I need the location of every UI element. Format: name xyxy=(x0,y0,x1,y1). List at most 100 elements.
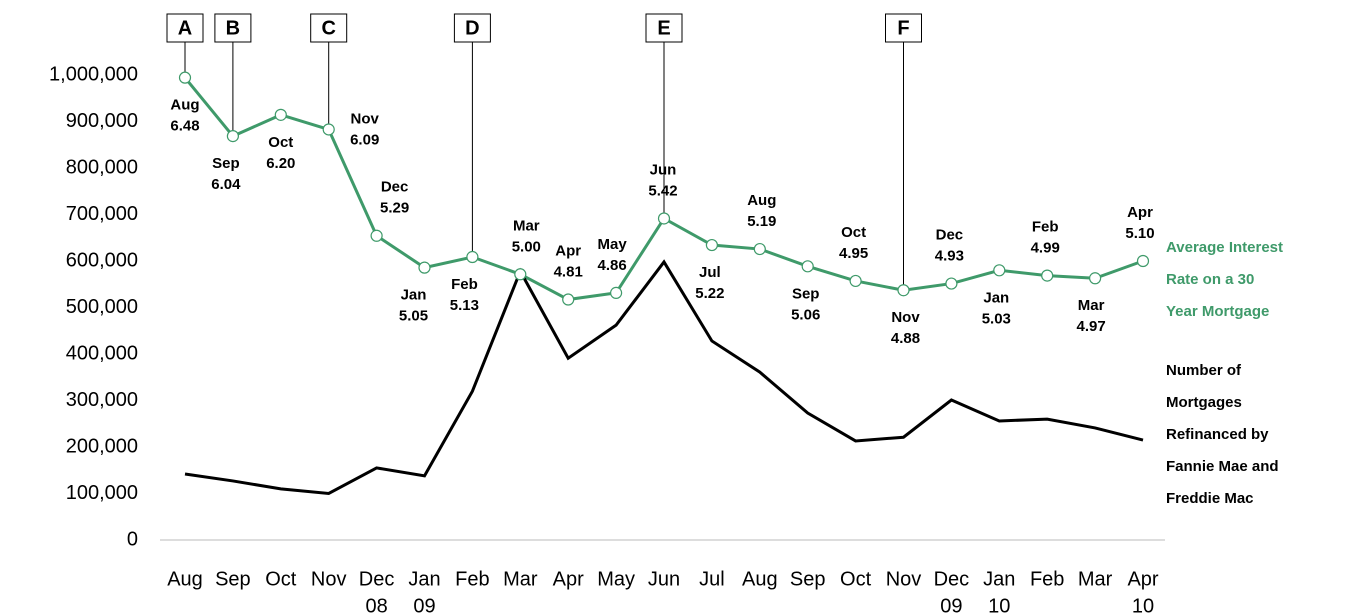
point-month: Jul xyxy=(699,264,721,281)
event-label: D xyxy=(465,17,479,39)
event-label: E xyxy=(657,17,670,39)
x-tick-label: Nov xyxy=(311,568,347,590)
y-tick-label: 300,000 xyxy=(66,389,138,411)
point-month: Oct xyxy=(841,224,866,241)
x-tick-label: Aug xyxy=(167,568,203,590)
x-tick-label: Sep xyxy=(790,568,826,590)
rate-point xyxy=(226,130,239,143)
point-month: Feb xyxy=(1032,219,1059,236)
point-value: 5.13 xyxy=(450,297,479,314)
rate-point xyxy=(418,261,431,274)
point-value: 4.95 xyxy=(839,245,868,262)
rate-point xyxy=(609,286,623,299)
y-tick-label: 700,000 xyxy=(66,203,138,225)
point-value: 5.05 xyxy=(399,308,428,325)
rate-point xyxy=(945,277,958,290)
x-tick-label: Feb xyxy=(455,568,489,590)
point-month: Sep xyxy=(792,285,820,302)
point-month: Jan xyxy=(983,289,1009,306)
rate-point xyxy=(178,71,192,84)
point-month: May xyxy=(598,236,628,253)
point-value: 6.04 xyxy=(211,176,241,193)
series-line xyxy=(184,259,1144,496)
point-value: 5.19 xyxy=(747,213,776,230)
x-tick-label: Jul xyxy=(699,568,725,590)
point-month: Nov xyxy=(351,110,380,127)
point-value: 5.22 xyxy=(695,285,724,302)
y-tick-label: 600,000 xyxy=(66,249,138,271)
rate-point xyxy=(897,284,910,297)
x-tick-label: Oct xyxy=(265,568,297,590)
y-tick-label: 800,000 xyxy=(66,156,138,178)
x-tick-year: 08 xyxy=(365,595,387,616)
x-tick-label: Oct xyxy=(840,568,872,590)
point-value: 5.03 xyxy=(982,310,1011,327)
x-tick-year: 09 xyxy=(940,595,962,616)
point-month: Apr xyxy=(555,242,581,259)
y-tick-label: 400,000 xyxy=(66,342,138,364)
point-value: 4.86 xyxy=(597,257,626,274)
x-tick-label: Feb xyxy=(1030,568,1064,590)
point-month: Nov xyxy=(891,309,920,326)
rate-point xyxy=(1136,254,1150,268)
x-tick-year: 09 xyxy=(413,595,435,616)
x-tick-label: Jun xyxy=(648,568,680,590)
point-value: 5.10 xyxy=(1125,225,1154,242)
x-tick-label: Mar xyxy=(1078,568,1113,590)
point-value: 5.06 xyxy=(791,306,820,323)
rate-point xyxy=(849,274,862,288)
point-month: Apr xyxy=(1127,204,1153,221)
point-month: Dec xyxy=(381,179,409,196)
event-box xyxy=(214,13,252,43)
event-label: B xyxy=(226,17,240,39)
point-value: 4.99 xyxy=(1031,240,1060,257)
point-value: 6.20 xyxy=(266,155,295,172)
point-month: Jan xyxy=(401,287,427,304)
x-tick-label: Dec xyxy=(359,568,395,590)
event-box xyxy=(310,13,348,43)
x-tick-year: 10 xyxy=(1132,595,1154,616)
event-box xyxy=(645,13,683,43)
point-value: 6.48 xyxy=(170,118,199,135)
rate-point xyxy=(466,250,479,264)
rate-point xyxy=(993,264,1006,277)
point-value: 5.29 xyxy=(380,200,409,217)
rate-point xyxy=(801,260,814,273)
y-tick-label: 1,000,000 xyxy=(49,63,138,85)
x-tick-label: Nov xyxy=(886,568,922,590)
x-tick-label: Mar xyxy=(503,568,538,590)
rate-point xyxy=(1088,272,1102,285)
point-month: Mar xyxy=(1078,297,1105,314)
event-label: A xyxy=(178,17,192,39)
point-value: 4.97 xyxy=(1076,318,1105,335)
rate-point xyxy=(274,108,287,121)
x-tick-label: Dec xyxy=(934,568,970,590)
series-label: Number of Mortgages Refinanced by Fannie… xyxy=(1166,362,1283,507)
series-label: Average Interest Rate on a 30 Year Mortg… xyxy=(1166,239,1287,320)
rate-point xyxy=(1041,269,1054,282)
point-value: 5.42 xyxy=(648,182,677,199)
point-value: 5.00 xyxy=(512,238,541,255)
point-value: 4.93 xyxy=(935,248,964,265)
point-value: 6.09 xyxy=(350,131,379,148)
point-value: 4.88 xyxy=(891,330,920,347)
rate-point xyxy=(562,293,575,306)
y-tick-label: 200,000 xyxy=(66,435,138,457)
rate-point xyxy=(705,238,719,252)
event-label: C xyxy=(321,17,335,39)
point-month: Feb xyxy=(451,276,478,293)
rate-point xyxy=(657,212,671,225)
point-month: Dec xyxy=(936,227,964,244)
x-tick-label: Jan xyxy=(983,568,1015,590)
point-month: Aug xyxy=(747,192,776,209)
x-tick-label: Apr xyxy=(553,568,584,590)
x-tick-label: Jan xyxy=(408,568,440,590)
event-box xyxy=(166,13,204,43)
point-value: 4.81 xyxy=(554,263,583,280)
x-tick-label: Aug xyxy=(742,568,778,590)
point-month: Mar xyxy=(513,217,540,234)
event-label: F xyxy=(897,17,909,39)
x-tick-label: May xyxy=(597,568,635,590)
